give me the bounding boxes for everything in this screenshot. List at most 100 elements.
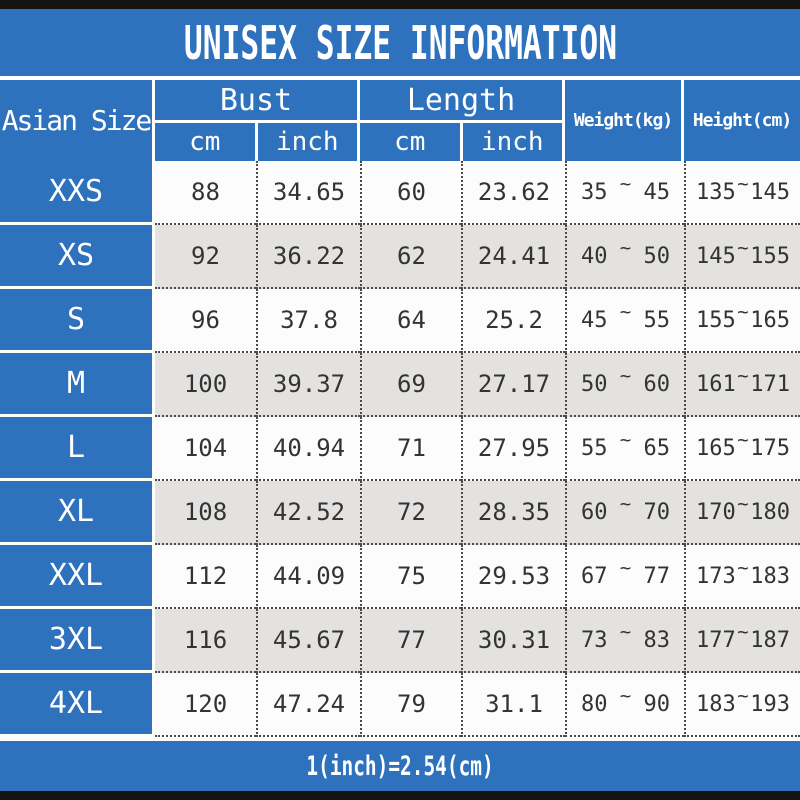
tilde-icon: ~ xyxy=(619,493,632,515)
weight-min: 55 xyxy=(581,435,608,461)
tilde-icon: ~ xyxy=(619,365,632,387)
length-inch-value: 24.41 xyxy=(461,225,565,289)
length-inch-value: 31.1 xyxy=(461,673,565,737)
header-bust-units: cm inch xyxy=(155,123,357,161)
table-row: L 104 40.94 71 27.95 55 ~65 165 ~175 xyxy=(0,417,800,481)
bottom-bar xyxy=(0,791,800,800)
header-divider xyxy=(0,76,800,80)
size-label: XXS xyxy=(0,161,155,225)
bust-cm-value: 100 xyxy=(155,353,256,417)
height-min: 165 xyxy=(696,435,736,461)
length-inch-value: 27.17 xyxy=(461,353,565,417)
height-range: 161 ~171 xyxy=(684,353,800,417)
tilde-icon: ~ xyxy=(619,173,632,195)
footer: 1(inch)=2.54(cm) xyxy=(0,741,800,791)
tilde-icon: ~ xyxy=(737,173,749,195)
bust-inch-value: 39.37 xyxy=(256,353,360,417)
header-bust-cm: cm xyxy=(155,123,258,161)
weight-min: 35 xyxy=(581,179,608,205)
tilde-icon: ~ xyxy=(619,685,632,707)
height-max: 187 xyxy=(750,627,790,653)
length-inch-value: 28.35 xyxy=(461,481,565,545)
table-body: XXS 88 34.65 60 23.62 35 ~45 135 ~145 XS 92 36.22 62… xyxy=(0,161,800,737)
bust-inch-value: 36.22 xyxy=(256,225,360,289)
length-cm-value: 60 xyxy=(360,161,461,225)
top-bar xyxy=(0,0,800,9)
weight-range: 60 ~70 xyxy=(565,481,684,545)
tilde-icon: ~ xyxy=(619,621,632,643)
length-cm-value: 62 xyxy=(360,225,461,289)
length-cm-value: 79 xyxy=(360,673,461,737)
table-row: XXL 112 44.09 75 29.53 67 ~77 173 ~183 xyxy=(0,545,800,609)
tilde-icon: ~ xyxy=(619,557,632,579)
weight-max: 65 xyxy=(643,435,670,461)
height-max: 171 xyxy=(750,371,790,397)
height-min: 170 xyxy=(696,499,736,525)
size-label: XS xyxy=(0,225,155,289)
tilde-icon: ~ xyxy=(737,685,749,707)
bust-cm-value: 92 xyxy=(155,225,256,289)
bust-cm-value: 96 xyxy=(155,289,256,353)
height-min: 177 xyxy=(696,627,736,653)
height-min: 183 xyxy=(696,691,736,717)
header-asian-size: Asian Size xyxy=(0,80,155,161)
length-inch-value: 27.95 xyxy=(461,417,565,481)
height-max: 165 xyxy=(750,307,790,333)
bust-cm-value: 104 xyxy=(155,417,256,481)
tilde-icon: ~ xyxy=(737,301,749,323)
bust-cm-value: 108 xyxy=(155,481,256,545)
tilde-icon: ~ xyxy=(737,493,749,515)
bust-inch-value: 34.65 xyxy=(256,161,360,225)
tilde-icon: ~ xyxy=(737,365,749,387)
tilde-icon: ~ xyxy=(619,429,632,451)
conversion-note: 1(inch)=2.54(cm) xyxy=(306,750,494,782)
weight-max: 90 xyxy=(643,691,670,717)
table-row: S 96 37.8 64 25.2 45 ~55 155 ~165 xyxy=(0,289,800,353)
header-bust-inch: inch xyxy=(275,127,339,157)
height-max: 155 xyxy=(750,243,790,269)
size-label: 3XL xyxy=(0,609,155,673)
weight-range: 67 ~77 xyxy=(565,545,684,609)
weight-min: 40 xyxy=(581,243,608,269)
height-max: 175 xyxy=(750,435,790,461)
height-max: 193 xyxy=(750,691,790,717)
header-bust: Bust xyxy=(155,80,357,123)
height-min: 173 xyxy=(696,563,736,589)
header-length-units: cm inch xyxy=(360,123,562,161)
height-range: 170 ~180 xyxy=(684,481,800,545)
weight-max: 70 xyxy=(643,499,670,525)
size-label: L xyxy=(0,417,155,481)
weight-min: 67 xyxy=(581,563,608,589)
length-cm-value: 64 xyxy=(360,289,461,353)
tilde-icon: ~ xyxy=(737,237,749,259)
bust-inch-value: 40.94 xyxy=(256,417,360,481)
tilde-icon: ~ xyxy=(619,301,632,323)
size-label: XXL xyxy=(0,545,155,609)
size-label: 4XL xyxy=(0,673,155,737)
height-range: 183 ~193 xyxy=(684,673,800,737)
weight-max: 60 xyxy=(643,371,670,397)
height-max: 180 xyxy=(750,499,790,525)
weight-min: 73 xyxy=(581,627,608,653)
height-range: 173 ~183 xyxy=(684,545,800,609)
footer-divider xyxy=(0,737,800,741)
length-cm-value: 69 xyxy=(360,353,461,417)
weight-max: 83 xyxy=(643,627,670,653)
length-inch-value: 30.31 xyxy=(461,609,565,673)
weight-min: 50 xyxy=(581,371,608,397)
title-band: UNISEX SIZE INFORMATION xyxy=(0,9,800,76)
header-length: Length xyxy=(360,80,562,123)
height-range: 165 ~175 xyxy=(684,417,800,481)
size-label: S xyxy=(0,289,155,353)
height-min: 135 xyxy=(696,179,736,205)
height-range: 155 ~165 xyxy=(684,289,800,353)
tilde-icon: ~ xyxy=(619,237,632,259)
height-range: 177 ~187 xyxy=(684,609,800,673)
height-min: 145 xyxy=(696,243,736,269)
tilde-icon: ~ xyxy=(737,557,749,579)
weight-range: 80 ~90 xyxy=(565,673,684,737)
table-row: XXS 88 34.65 60 23.62 35 ~45 135 ~145 xyxy=(0,161,800,225)
header-weight: Weight(kg) xyxy=(565,80,684,161)
length-cm-value: 77 xyxy=(360,609,461,673)
